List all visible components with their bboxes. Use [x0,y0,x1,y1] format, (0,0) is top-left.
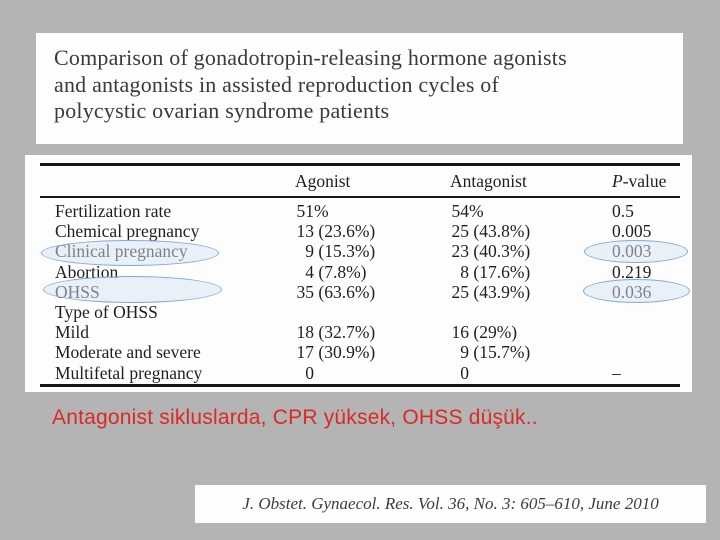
table-row: Chemical pregnancy 13 (23.6%) 25 (43.8%)… [55,221,652,242]
citation-box: J. Obstet. Gynaecol. Res. Vol. 36, No. 3… [195,485,706,523]
table-row: Type of OHSS [55,301,158,322]
table-row: Moderate and severe 17 (30.9%) 9 (15.7%) [55,342,531,363]
table-top-rule [40,163,680,166]
paper-title-line-2: and antagonists in assisted reproduction… [54,71,500,97]
results-table: Agonist Antagonist P-value Fertilization… [25,155,692,392]
paper-title-line-3: polycystic ovarian syndrome patients [54,98,390,123]
annotation-text: Antagonist sikluslarda, CPR yüksek, OHSS… [52,406,538,429]
table-header-row: Agonist Antagonist P-value [40,171,680,191]
header-agonist: Agonist [295,171,351,191]
header-p-value: P-value [612,171,667,191]
table-row: Abortion 4 (7.8%) 8 (17.6%) 0.219 [55,261,652,282]
paper-title-box: Comparison of gonadotropin-releasing hor… [36,33,683,144]
paper-title-line-1: Comparison of gonadotropin-releasing hor… [54,45,567,70]
header-empty [40,171,295,191]
table-row: Multifetal pregnancy 0 0 – [55,362,621,383]
table-body: Fertilization rate 51% 54% 0.5 Chemical … [40,201,680,383]
table-header-rule [40,196,680,198]
table-row: Mild 18 (32.7%) 16 (29%) [55,322,518,343]
header-antagonist: Antagonist [450,171,527,191]
table-row: Fertilization rate 51% 54% 0.5 [55,201,634,221]
table-bottom-rule [40,384,680,387]
citation-text: J. Obstet. Gynaecol. Res. Vol. 36, No. 3… [242,494,659,513]
table-row-clinical-pregnancy: Clinical pregnancy 9 (15.3%) 23 (40.3%) … [55,241,652,262]
table-row-ohss: OHSS 35 (63.6%) 25 (43.9%) 0.036 [55,281,652,302]
